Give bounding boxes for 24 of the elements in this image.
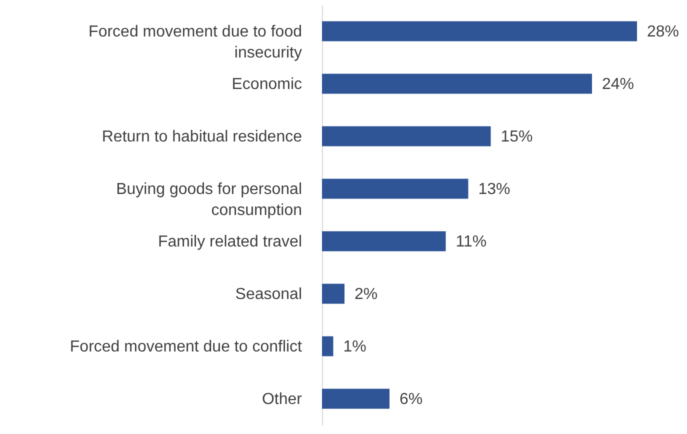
y-tick-label: Seasonal	[235, 286, 302, 303]
data-label: 6%	[400, 390, 423, 408]
y-tick-label: Family related travel	[158, 233, 302, 250]
bar	[322, 178, 468, 199]
bar	[322, 126, 491, 146]
data-label: 2%	[354, 286, 378, 303]
y-tick-label: Economic	[232, 76, 302, 93]
bar	[322, 388, 390, 409]
data-label: 15%	[500, 128, 533, 146]
y-tick-label: Forced movement due to food insecurity	[88, 23, 302, 62]
bar	[322, 231, 446, 252]
data-label: 1%	[343, 338, 366, 356]
data-label: 24%	[602, 76, 634, 93]
bar	[322, 74, 592, 94]
data-label: 28%	[647, 23, 680, 40]
data-label: 13%	[478, 180, 510, 198]
bar	[322, 21, 637, 42]
y-tick-label: Return to habitual residence	[102, 128, 302, 146]
bar	[322, 336, 334, 356]
bar	[322, 284, 344, 304]
y-tick-label: Other	[262, 390, 303, 408]
y-tick-label: Forced movement due to conflict	[70, 338, 303, 356]
data-label: 11%	[456, 233, 487, 250]
y-tick-label: Buying goods for personal consumption	[116, 180, 302, 219]
